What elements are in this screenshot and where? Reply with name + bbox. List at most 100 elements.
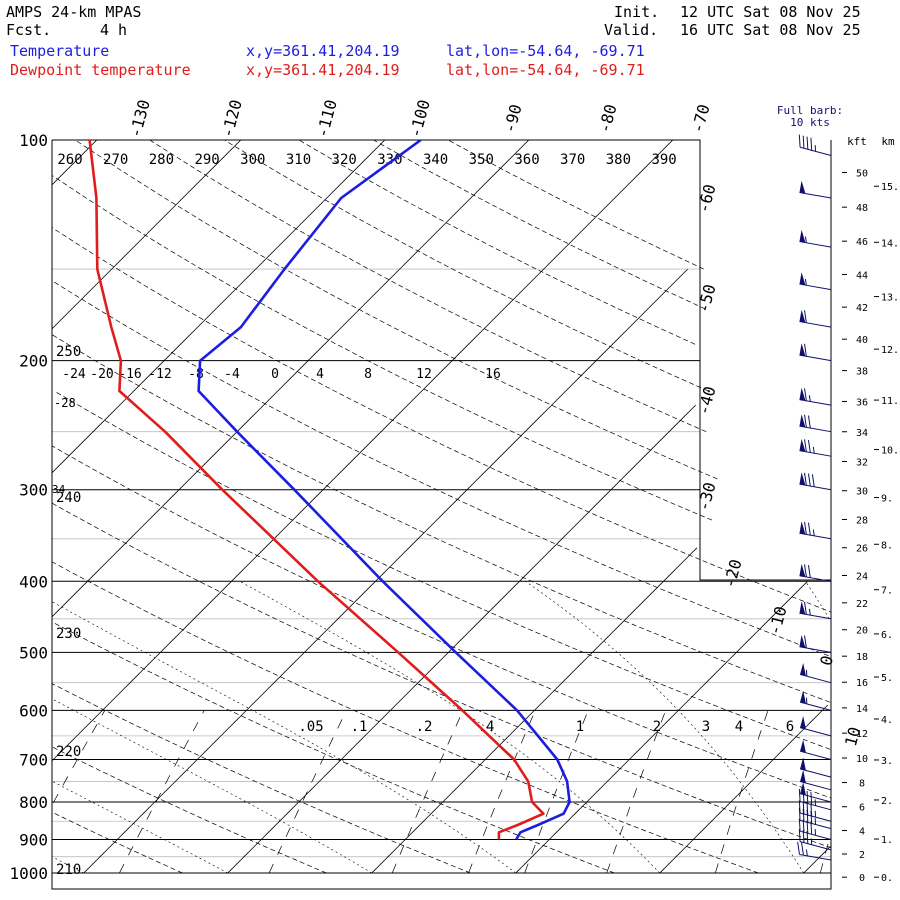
theta-label: 330 xyxy=(377,152,402,168)
wind-barb-half xyxy=(805,849,808,856)
isotherm-label-top: -120 xyxy=(218,98,246,140)
wind-barb xyxy=(799,272,832,291)
km-axis-label: km xyxy=(881,135,895,148)
isotherm-label-200: -20 xyxy=(90,367,113,382)
legend-temperature-name: Temperature xyxy=(10,42,110,60)
wind-barb-full xyxy=(798,828,801,842)
wind-barb xyxy=(799,690,832,711)
wind-barb xyxy=(799,309,832,328)
wind-barb-full xyxy=(807,473,811,487)
wind-barb xyxy=(799,563,832,582)
mixing-ratio-label: 6 xyxy=(786,719,794,735)
pressure-label: 700 xyxy=(19,750,48,769)
mixing-ratio-label: .4 xyxy=(478,719,495,735)
wind-barb-full xyxy=(802,801,805,815)
wind-barb-half xyxy=(812,529,815,536)
wind-barb-half xyxy=(804,236,807,243)
km-tick-label: 6. xyxy=(881,630,893,641)
kft-tick-label: 26 xyxy=(856,544,868,555)
moist-adiabat-line xyxy=(52,698,372,874)
dry-adiabat-line xyxy=(52,502,831,849)
wind-barb-flag xyxy=(799,229,806,243)
legend-dewpoint-name: Dewpoint temperature xyxy=(10,61,191,79)
wind-barb-flag xyxy=(799,180,806,194)
pressure-label: 300 xyxy=(19,481,48,500)
wind-barb-staff xyxy=(799,241,832,248)
valid-time: 16 UTC Sat 08 Nov 25 xyxy=(680,21,861,39)
isotherm-label-top: -70 xyxy=(688,102,714,135)
wind-barb-flag xyxy=(799,521,806,535)
theta-label: 270 xyxy=(103,152,128,168)
isotherm-label-200: -12 xyxy=(148,367,171,382)
km-tick-label: 10. xyxy=(881,446,899,457)
isotherm-label-top: -130 xyxy=(126,98,154,140)
wind-barb-flag xyxy=(800,739,806,753)
wind-barb-full xyxy=(811,474,815,487)
temperature-trace xyxy=(197,140,571,841)
wind-barb xyxy=(799,782,832,803)
wind-barb-full xyxy=(807,565,811,578)
wind-barb-staff xyxy=(799,612,832,620)
moist-adiabat-line xyxy=(525,581,805,874)
dry-adiabat-line xyxy=(52,227,831,613)
wind-barb-staff xyxy=(799,450,832,457)
kft-tick-label: 16 xyxy=(856,678,868,689)
wind-barb-staff xyxy=(799,841,832,851)
wind-barb xyxy=(799,180,832,199)
wind-barb-half xyxy=(804,278,807,286)
theta-label: 290 xyxy=(194,152,219,168)
kft-tick-label: 24 xyxy=(856,572,868,583)
wind-barb-half xyxy=(808,608,811,616)
kft-tick-label: 2 xyxy=(859,850,865,861)
theta-label: 260 xyxy=(57,152,82,168)
pressure-label: 1000 xyxy=(9,864,48,883)
kft-tick-label: 50 xyxy=(856,168,868,179)
kft-tick-label: 10 xyxy=(856,754,868,765)
kft-tick-label: 46 xyxy=(856,237,868,248)
wind-barb-full xyxy=(804,388,807,401)
forecast-value: 4 h xyxy=(100,21,128,39)
barb-note-line1: Full barb: xyxy=(777,104,843,117)
wind-barb xyxy=(797,841,832,861)
wind-barb-staff xyxy=(799,483,832,491)
isotherm-label-200: 12 xyxy=(416,367,432,382)
dry-adiabat-line xyxy=(52,445,831,799)
wind-barb-full xyxy=(804,310,807,323)
moist-adiabat-line xyxy=(52,601,516,874)
kft-tick-label: 22 xyxy=(856,599,868,610)
wind-barb-flag xyxy=(800,662,806,676)
legend-dewpoint-xy: x,y=361.41,204.19 xyxy=(246,61,400,79)
theta-label: 310 xyxy=(286,152,311,168)
wind-barb-staff xyxy=(799,575,832,582)
wind-barb xyxy=(799,739,832,760)
pressure-label: 900 xyxy=(19,830,48,849)
isotherm-label-side: -20 xyxy=(720,557,746,590)
wind-barb-full xyxy=(804,564,807,578)
km-tick-label: 0. xyxy=(881,873,893,884)
wind-barb-flag xyxy=(799,414,806,428)
moist-adiabat-line xyxy=(52,780,228,874)
dry-adiabat-line xyxy=(54,390,831,751)
theta-label: 390 xyxy=(651,152,676,168)
wind-barb-full xyxy=(797,841,800,855)
isotherm-label-side: 10 xyxy=(841,725,864,749)
isotherm-label-top: -100 xyxy=(406,98,434,140)
wind-barb-full xyxy=(810,791,813,805)
isotherm-line xyxy=(515,581,808,874)
wind-barb-flag xyxy=(800,715,806,730)
pressure-label: 800 xyxy=(19,793,48,812)
theta-label-left: 220 xyxy=(56,744,81,760)
theta-label: 380 xyxy=(606,152,631,168)
km-tick-label: 12. xyxy=(881,345,899,356)
kft-tick-label: 48 xyxy=(856,203,868,214)
mixing-ratio-line xyxy=(268,710,347,874)
kft-tick-label: 34 xyxy=(856,428,868,439)
wind-barb-staff xyxy=(799,191,832,199)
wind-barb xyxy=(799,414,832,433)
wind-barb-full xyxy=(798,788,801,802)
isotherm-label-200: -24 xyxy=(62,367,86,382)
model-title: AMPS 24-km MPAS xyxy=(6,3,142,21)
wind-barb xyxy=(799,229,832,248)
isotherm-label-side: -10 xyxy=(765,604,791,637)
